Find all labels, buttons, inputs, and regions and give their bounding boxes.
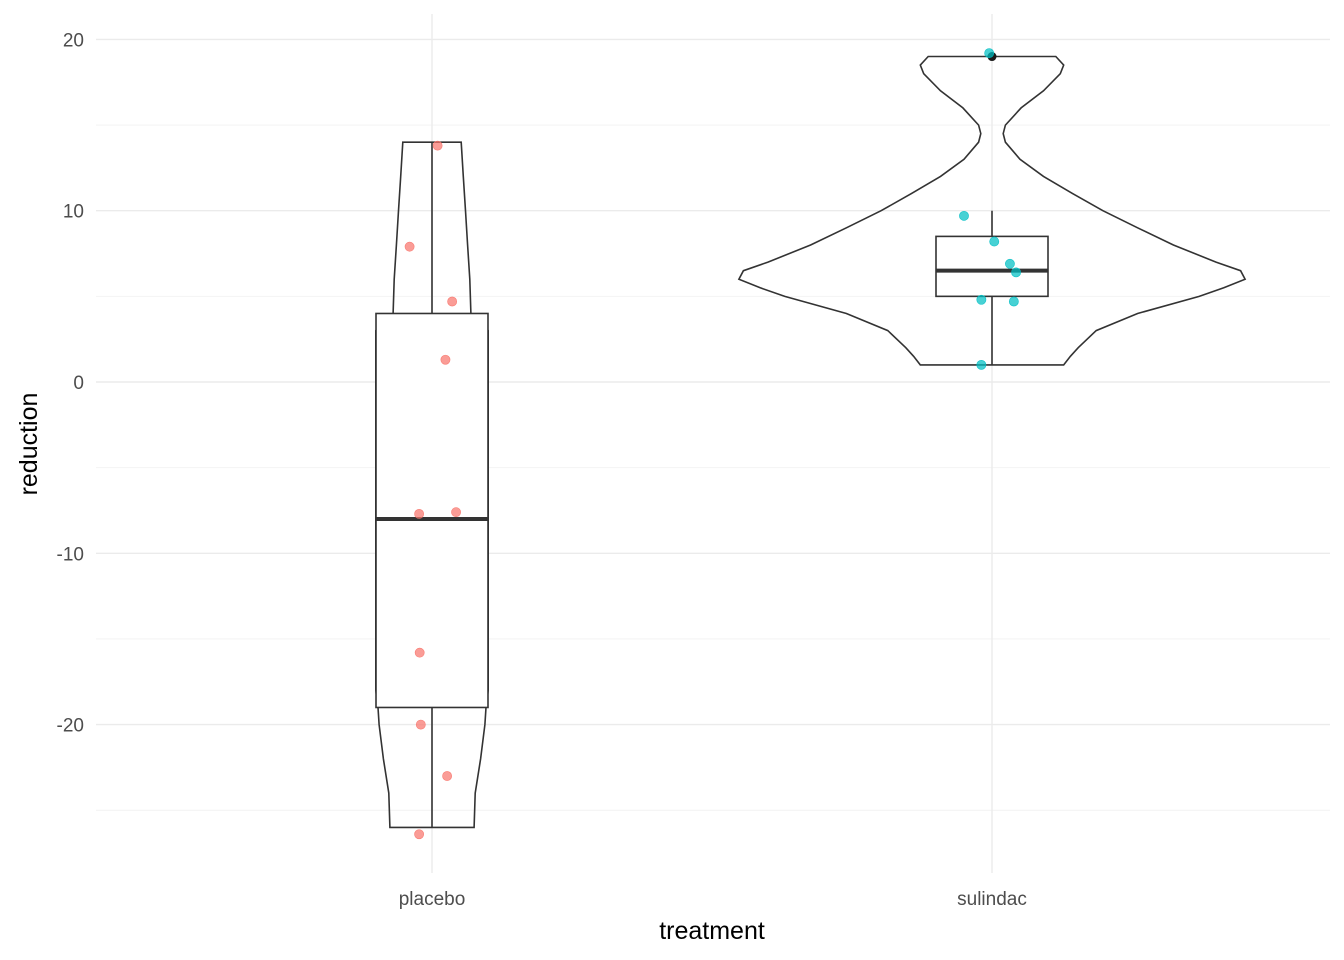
box-placebo <box>375 312 489 709</box>
data-point <box>415 719 426 730</box>
data-point <box>1005 258 1015 269</box>
data-point <box>989 236 1000 247</box>
y-tick-label: -10 <box>57 544 84 565</box>
data-point <box>432 140 443 151</box>
data-point <box>414 509 425 519</box>
x-axis-tick-labels: placebo sulindac <box>399 889 1027 910</box>
data-point <box>442 771 453 781</box>
x-tick-label: sulindac <box>957 889 1027 910</box>
data-point <box>959 210 969 221</box>
data-point <box>1011 267 1021 278</box>
y-tick-label: 10 <box>63 202 84 223</box>
data-point <box>1008 296 1019 307</box>
grid-lines <box>96 14 1330 873</box>
plot-area <box>375 48 1247 840</box>
y-axis-title: reduction <box>15 393 43 496</box>
series-placebo <box>375 140 489 840</box>
y-axis-tick-labels: 20 10 0 -10 -20 <box>57 30 84 736</box>
x-axis-title: treatment <box>659 917 765 945</box>
data-point <box>976 294 987 305</box>
y-tick-label: 20 <box>63 30 84 51</box>
data-point <box>447 296 458 307</box>
data-point <box>984 48 995 59</box>
data-point <box>414 647 425 658</box>
violin-sulindac <box>737 55 1247 366</box>
series-sulindac <box>737 48 1247 370</box>
y-tick-label: 0 <box>73 373 84 394</box>
data-point <box>440 354 451 365</box>
x-tick-label: placebo <box>399 889 466 910</box>
y-tick-label: -20 <box>57 716 84 737</box>
data-point <box>414 829 425 840</box>
box-sulindac <box>935 235 1049 298</box>
data-point <box>404 241 415 252</box>
data-point <box>976 359 987 370</box>
data-point <box>451 507 461 518</box>
